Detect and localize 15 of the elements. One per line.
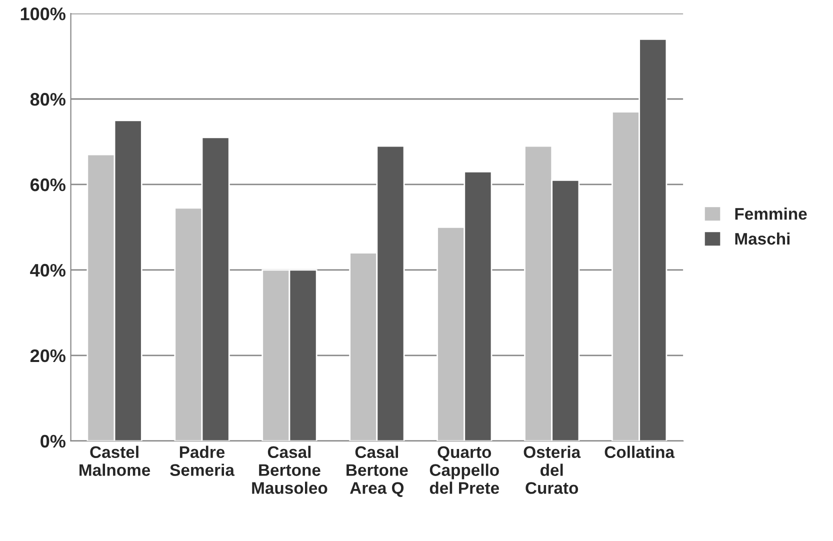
x-tick-label: Casal Bertone Area Q xyxy=(346,446,408,498)
x-tick-label: Collatina xyxy=(604,446,675,458)
y-tick-label: 80% xyxy=(30,92,66,106)
x-tick-label: Quarto Cappello del Prete xyxy=(430,446,500,494)
y-tick-label: 40% xyxy=(30,264,66,277)
x-tick-label: Osteria del Curato xyxy=(524,446,581,494)
y-tick-label: 0% xyxy=(40,434,66,448)
y-tick-label: 20% xyxy=(30,349,66,362)
x-tick-label: Casal Bertone Mausoleo xyxy=(252,446,328,494)
y-tick-label: 100% xyxy=(20,7,66,20)
y-tick-label: 60% xyxy=(30,178,66,192)
legend-label: Femmine xyxy=(735,208,807,220)
x-tick-label: Padre Semeria xyxy=(170,446,235,476)
legend-label: Maschi xyxy=(735,232,790,245)
x-tick-label: Castel Malnome xyxy=(80,446,150,476)
